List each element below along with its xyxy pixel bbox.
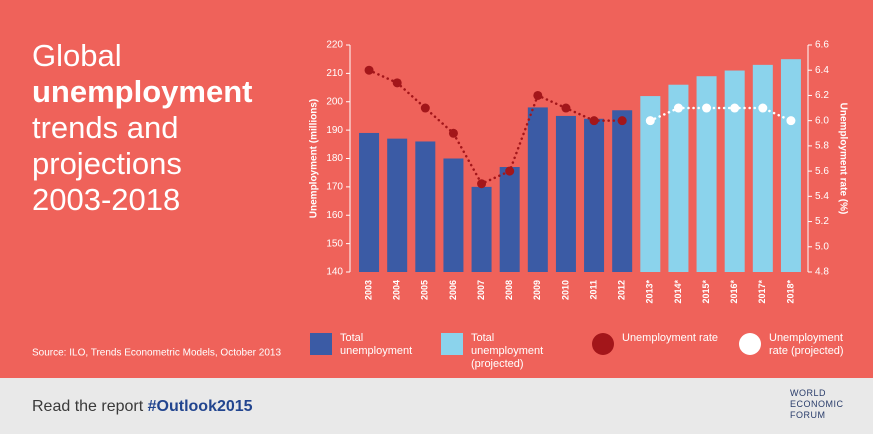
source: Source: ILO, Trends Econometric Models, …	[32, 348, 281, 359]
legend-label: Total unemployment	[340, 332, 413, 357]
bar	[780, 59, 801, 272]
title-line: trends and	[32, 110, 179, 145]
rate-dot	[448, 128, 458, 138]
bar	[724, 70, 745, 272]
y-tick-label: 210	[326, 68, 343, 79]
y2-axis-title: Unemployment rate (%)	[837, 103, 848, 215]
rate-line	[649, 106, 793, 122]
rate-dot	[561, 103, 571, 113]
rate-dot	[730, 103, 740, 113]
y2-tick-label: 5.6	[815, 166, 829, 177]
x-tick-label: 2012	[617, 280, 627, 300]
rate-dot	[786, 116, 796, 126]
legend-swatch	[739, 333, 761, 355]
logo: WORLD ECONOMIC FORUM	[790, 388, 844, 421]
x-tick-label: 2011	[588, 280, 598, 300]
title-line: unemployment	[32, 74, 252, 109]
bar	[696, 76, 717, 273]
y2-tick-label: 6.4	[815, 65, 829, 76]
y-tick-label: 180	[326, 153, 343, 164]
legend-swatch	[441, 333, 463, 355]
rate-dot	[533, 90, 543, 100]
y-tick-label: 170	[326, 182, 343, 193]
bar	[443, 158, 464, 272]
y-tick-label: 200	[326, 96, 343, 107]
x-tick-label: 2013*	[645, 280, 655, 304]
x-tick-label: 2003	[363, 280, 373, 300]
footer: Read the report #Outlook2015 WORLD ECONOM…	[0, 378, 873, 434]
y-tick-label: 190	[326, 125, 343, 136]
bar	[359, 132, 380, 272]
bar	[612, 110, 633, 272]
bar	[387, 138, 408, 272]
y2-tick-label: 6.2	[815, 90, 829, 101]
y-tick-label: 220	[326, 40, 343, 51]
bar	[668, 84, 689, 272]
bar	[527, 107, 548, 272]
rate-dot	[505, 166, 515, 176]
x-tick-label: 2005	[420, 280, 430, 300]
rate-dot	[364, 65, 374, 75]
footer-text: Read the report #Outlook2015	[32, 398, 253, 416]
y-tick-label: 160	[326, 210, 343, 221]
x-tick-label: 2009	[532, 280, 542, 300]
logo-line: ECONOMIC	[790, 399, 844, 409]
x-tick-label: 2018*	[785, 280, 795, 304]
x-tick-label: 2016*	[729, 280, 739, 304]
logo-line: WORLD	[790, 388, 826, 398]
y-axis-title: Unemployment (millions)	[309, 99, 320, 218]
bar	[752, 64, 773, 272]
footer-label: Read the report	[32, 398, 144, 415]
title-line: 2003-2018	[32, 182, 180, 217]
logo-line: FORUM	[790, 410, 826, 420]
rate-dot	[617, 116, 627, 126]
y2-tick-label: 5.2	[815, 216, 829, 227]
legend-label: Total unemployment (projected)	[471, 332, 544, 370]
rate-dot	[702, 103, 712, 113]
bar	[640, 96, 661, 272]
legend-label: Unemployment rate	[622, 332, 718, 344]
rate-dot	[758, 103, 768, 113]
bar	[555, 115, 576, 272]
rate-dot	[477, 179, 487, 189]
y2-tick-label: 6.0	[815, 115, 829, 126]
rate-dot	[589, 116, 599, 126]
x-tick-label: 2015*	[701, 280, 711, 304]
x-tick-label: 2008	[504, 280, 514, 300]
x-tick-label: 2010	[560, 280, 570, 300]
x-tick-label: 2004	[392, 280, 402, 300]
title-line: projections	[32, 146, 182, 181]
rate-dot	[392, 78, 402, 88]
x-tick-label: 2017*	[757, 280, 767, 304]
legend-label: Unemployment rate (projected)	[769, 332, 844, 357]
bar	[471, 186, 492, 272]
title-line: Global	[32, 38, 122, 73]
y2-tick-label: 5.4	[815, 191, 829, 202]
rate-dot	[645, 116, 655, 126]
x-tick-label: 2007	[476, 280, 486, 300]
legend-swatch	[310, 333, 332, 355]
rate-dot	[420, 103, 430, 113]
x-tick-label: 2006	[448, 280, 458, 300]
rate-dot	[673, 103, 683, 113]
y2-tick-label: 5.8	[815, 141, 829, 152]
legend-swatch	[592, 333, 614, 355]
y2-tick-label: 6.6	[815, 40, 829, 51]
bar	[584, 118, 605, 273]
rate-line	[367, 68, 624, 186]
y-tick-label: 150	[326, 238, 343, 249]
y2-tick-label: 5.0	[815, 241, 829, 252]
bar	[499, 167, 520, 272]
y2-tick-label: 4.8	[815, 267, 829, 278]
x-tick-label: 2014*	[673, 280, 683, 304]
hashtag[interactable]: #Outlook2015	[147, 398, 253, 415]
y-tick-label: 140	[326, 267, 343, 278]
bar	[415, 141, 436, 272]
